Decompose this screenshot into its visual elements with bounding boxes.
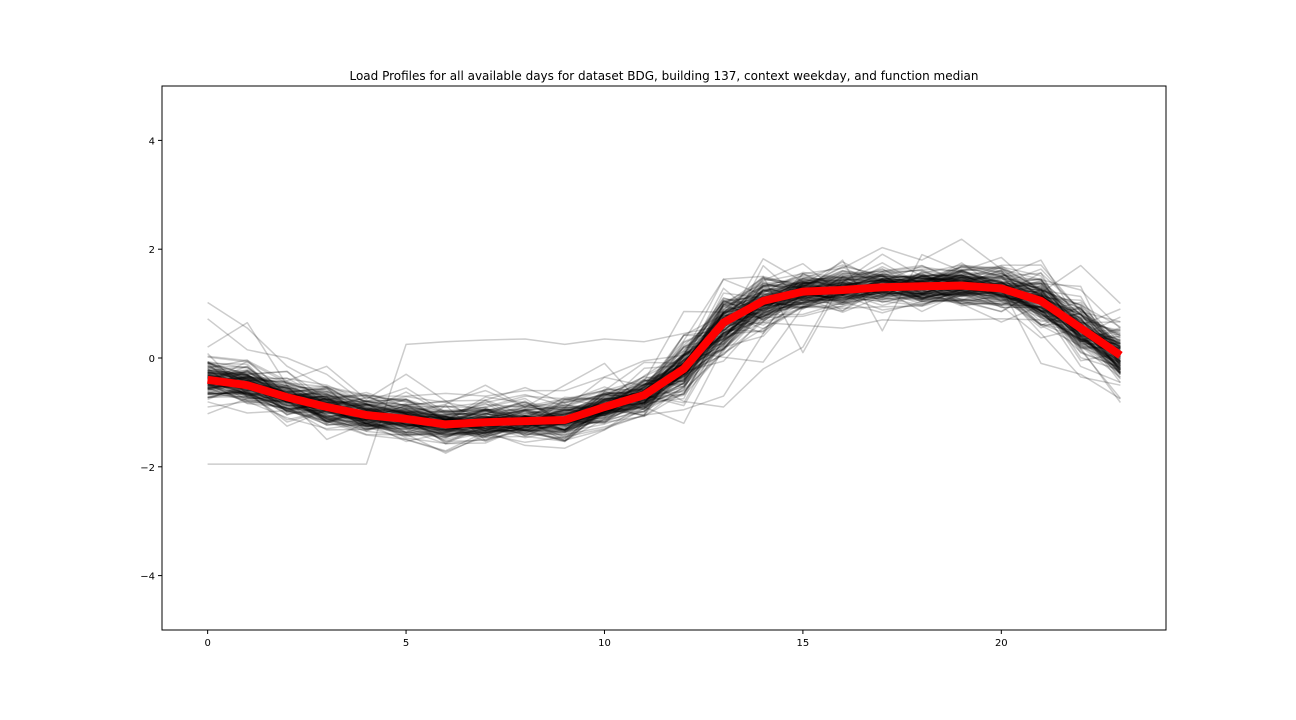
profile-line <box>207 281 1121 434</box>
median-layer <box>207 281 1123 429</box>
profile-line <box>207 275 1121 424</box>
profile-line <box>207 287 1121 439</box>
profile-line <box>207 281 1121 431</box>
profile-line <box>207 253 1121 415</box>
profile-line <box>207 276 1121 432</box>
x-tick-label: 10 <box>598 638 611 649</box>
x-tick-label: 20 <box>995 638 1008 649</box>
y-tick-label: −4 <box>140 572 155 583</box>
profile-line <box>207 279 1121 436</box>
chart-title: Load Profiles for all available days for… <box>349 69 978 83</box>
profile-line <box>207 287 1121 437</box>
profile-line <box>207 262 1121 424</box>
profile-line <box>207 293 1121 452</box>
x-axis: 0 5 10 15 20 <box>204 630 1008 649</box>
profile-line <box>207 264 1121 413</box>
profile-line <box>207 278 1121 432</box>
profile-line <box>207 273 1121 431</box>
profile-line <box>207 238 1121 404</box>
daily-profiles <box>207 238 1122 465</box>
profile-line <box>207 284 1121 436</box>
profile-line <box>207 293 1121 441</box>
profile-line <box>207 274 1121 433</box>
profile-line <box>207 275 1121 432</box>
profile-line <box>207 287 1121 442</box>
profile-line <box>207 265 1122 417</box>
profile-line <box>207 273 1121 418</box>
profile-line <box>207 271 1121 423</box>
profile-line <box>207 277 1121 432</box>
median-line <box>207 281 1123 429</box>
profile-line <box>207 283 1121 442</box>
outlier-profile-line <box>207 318 1121 465</box>
profile-line <box>207 289 1121 434</box>
profile-line <box>207 264 1121 408</box>
profile-line <box>207 279 1121 427</box>
profile-line <box>207 283 1121 439</box>
x-tick-label: 15 <box>797 638 810 649</box>
y-tick-label: 0 <box>149 354 155 365</box>
y-tick-label: −2 <box>140 463 155 474</box>
profile-line <box>207 264 1121 436</box>
profile-line <box>207 275 1121 435</box>
y-axis: −4 −2 0 2 4 <box>140 136 162 583</box>
y-tick-label: 2 <box>149 245 155 256</box>
profile-line <box>207 277 1121 426</box>
profile-line <box>207 283 1121 434</box>
profile-line <box>207 265 1121 425</box>
profile-line <box>207 272 1121 428</box>
profile-line <box>207 278 1121 437</box>
profile-line <box>207 261 1121 429</box>
profile-line <box>207 258 1121 422</box>
profile-line <box>207 279 1121 428</box>
profile-line <box>207 288 1122 442</box>
profile-line <box>207 292 1121 443</box>
outlier-profile-line <box>207 253 1121 425</box>
profile-line <box>207 269 1121 422</box>
profile-line <box>207 276 1121 426</box>
profile-line <box>207 262 1121 431</box>
profile-line <box>207 281 1121 422</box>
profile-line <box>207 295 1121 445</box>
profile-line <box>207 274 1121 422</box>
profile-line <box>207 286 1121 453</box>
x-tick-label: 0 <box>204 638 210 649</box>
x-tick-label: 5 <box>403 638 409 649</box>
outlier-profile-line <box>207 259 1121 397</box>
profile-line <box>207 291 1121 432</box>
profile-line <box>207 268 1122 421</box>
y-tick-label: 4 <box>149 136 155 147</box>
